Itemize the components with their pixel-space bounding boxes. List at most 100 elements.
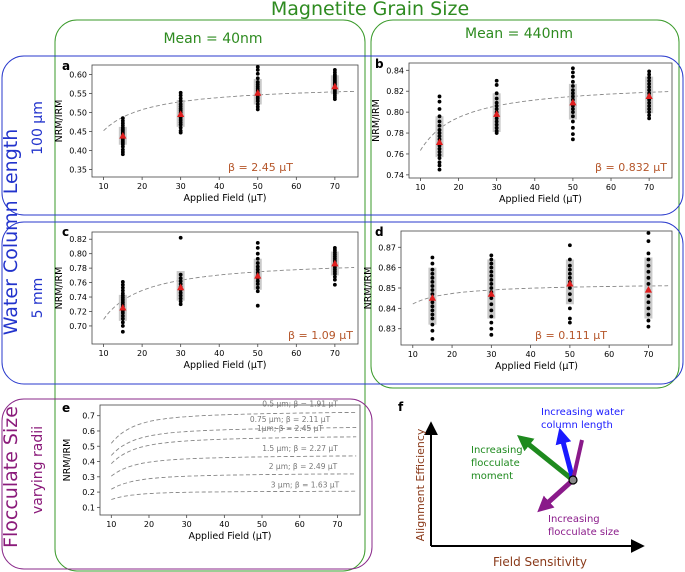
- panel-b-data-point: [647, 113, 652, 118]
- panel-d-data-point: [430, 275, 435, 280]
- panel-b-data-point: [494, 107, 499, 111]
- panel-d-data-point: [430, 267, 435, 272]
- panel-c-beta-label: β = 1.09 μT: [288, 329, 353, 342]
- panel-b-data-point: [570, 79, 575, 84]
- label-flocculate-size: Increasing flocculate size: [548, 514, 619, 538]
- panel-c-data-point: [178, 290, 183, 295]
- panel-a-data-point: [120, 116, 125, 121]
- panel-b-ytick-label: 0.74: [386, 171, 404, 180]
- panel-b: b 10 20 30 40 50 60 70 0.74 0.76 0.78 0.80 0.82 0.84 A…: [371, 57, 673, 205]
- panel-e-series-label: 2 μm; β = 2.49 μT: [269, 462, 338, 471]
- panel-e-xtick-label: 40: [219, 520, 229, 529]
- panel-c-data-point: [178, 235, 183, 240]
- panel-b-data-point: [647, 107, 652, 111]
- panel-b-data-point: [647, 72, 652, 77]
- panel-c-mean-marker: [331, 259, 339, 267]
- panel-a-xtick-label: 20: [137, 182, 147, 191]
- panel-b-xtick-label: 10: [415, 183, 425, 192]
- panel-c-data-point: [178, 296, 183, 301]
- panel-b-data-point: [647, 85, 652, 89]
- panel-d-mean-marker: [644, 286, 653, 293]
- panel-e-series-label: 3 μm; β = 1.63 μT: [271, 481, 340, 490]
- panel-c-mean-marker: [119, 303, 127, 311]
- panel-d-data-point: [430, 316, 435, 321]
- panel-b-data-point: [494, 78, 499, 83]
- panel-c-axes-box: [91, 231, 359, 345]
- panel-c-data-point: [178, 276, 183, 281]
- frame-5mm: [1, 221, 684, 385]
- panel-a-data-point: [178, 99, 183, 103]
- panel-c-data-point: [120, 324, 125, 328]
- panel-b-data-point: [494, 125, 499, 130]
- panel-a-data-point: [332, 68, 337, 72]
- panel-d-data-point: [646, 294, 651, 299]
- panel-a-data-point: [120, 147, 125, 152]
- panel-d-xtick-label: 20: [447, 350, 457, 359]
- panel-e-xtick-label: 60: [295, 520, 305, 529]
- panel-a-data-point: [178, 125, 183, 130]
- panel-c-data-point: [178, 272, 183, 277]
- panel-c-xtick-label: 30: [176, 349, 186, 358]
- panel-b-data-point: [570, 84, 575, 88]
- arrow-origin: [568, 475, 578, 485]
- panel-c-ytick-label: 0.78: [69, 264, 87, 273]
- panel-d-data-point: [646, 231, 651, 235]
- panel-a-xtick-label: 10: [98, 182, 108, 191]
- panel-a-ytick-label: 0.55: [69, 89, 87, 98]
- panel-a-data-point: [255, 80, 260, 84]
- panel-d-data-point: [430, 312, 435, 317]
- panel-a-beta-label: β = 2.45 μT: [228, 161, 293, 174]
- panel-b-data-point: [437, 163, 442, 168]
- panel-b-data-point: [647, 116, 652, 121]
- panel-d-xtick-label: 70: [643, 350, 653, 359]
- panel-b-xtick-label: 40: [530, 183, 540, 192]
- panel-c-mean-marker: [177, 283, 185, 291]
- bottom-subtitle: varying radii: [30, 426, 46, 514]
- panel-e-series-line: [111, 455, 357, 477]
- panel-d-data-point: [646, 312, 651, 317]
- panel-b-fit-line: [420, 91, 669, 151]
- panel-e-ytick-label: 0.4: [82, 458, 95, 467]
- panel-d-data-point: [567, 263, 572, 268]
- panel-a-xtick-label: 60: [291, 182, 301, 191]
- panel-e-xtick-label: 20: [144, 520, 154, 529]
- bottom-group-title: Flocculate Size: [0, 406, 22, 548]
- panel-c-data-point: [255, 261, 260, 265]
- panel-a-data-point: [178, 93, 183, 98]
- panel-c-data-point: [120, 329, 125, 334]
- panel-b-ylabel: NRM/IRM: [371, 99, 382, 142]
- panel-a-xtick-label: 40: [214, 182, 224, 191]
- panel-d-data-point: [646, 257, 651, 262]
- panel-c-data-point: [332, 282, 337, 287]
- panel-b-data-point: [494, 119, 499, 124]
- panel-b-data-point: [494, 116, 499, 121]
- panel-c-data-point: [178, 293, 183, 298]
- panel-b-data-point: [570, 137, 575, 142]
- panel-c-data-point: [255, 267, 260, 272]
- panel-a-data-point: [255, 104, 260, 109]
- panel-a-xlabel: Applied Field (μT): [184, 193, 267, 204]
- panel-c-data-point: [255, 285, 260, 290]
- panel-a-ytick-label: 0.50: [69, 108, 87, 117]
- panel-a-mean-marker: [331, 82, 339, 90]
- panel-b-ytick-label: 0.78: [386, 129, 404, 138]
- panel-b-data-point: [570, 132, 575, 136]
- panel-a-data-point: [178, 102, 183, 107]
- panel-c-fit-line: [103, 267, 355, 320]
- panel-b-xlabel: Applied Field (μT): [499, 194, 582, 205]
- panel-e-xlabel: Applied Field (μT): [189, 531, 272, 542]
- panel-c-ytick-label: 0.82: [69, 235, 87, 244]
- panel-d-xtick-label: 50: [565, 350, 575, 359]
- panel-b-ytick-label: 0.82: [386, 87, 404, 96]
- panel-b-data-point: [437, 123, 442, 128]
- panel-b-data-point: [570, 74, 575, 79]
- panel-b-xtick-label: 20: [453, 183, 463, 192]
- panel-b-data-point: [437, 134, 442, 139]
- panel-d-data-point: [489, 308, 494, 313]
- panel-e-series-label: 1μm; β = 2.45 μT: [257, 424, 323, 433]
- panel-e-xtick-label: 50: [257, 520, 267, 529]
- panel-a-ytick-label: 0.60: [69, 70, 87, 79]
- panel-d-data-point: [430, 304, 435, 309]
- panel-b-data-point: [437, 153, 442, 157]
- panel-d-data-point: [430, 288, 435, 292]
